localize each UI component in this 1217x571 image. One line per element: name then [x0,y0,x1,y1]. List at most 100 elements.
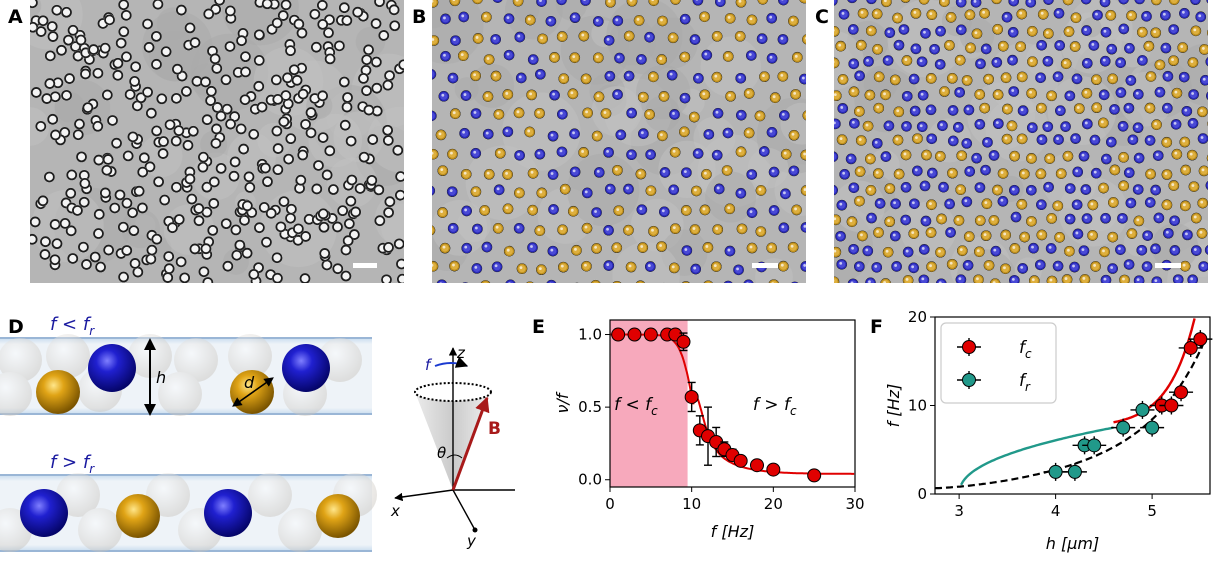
particle [71,204,83,216]
particle [1197,133,1208,145]
particle [305,127,317,139]
particle [669,108,681,120]
particle [1126,10,1138,22]
particle [175,256,187,268]
particle [1099,0,1111,8]
particle [944,198,956,210]
particle [1179,260,1191,272]
y-tick-label: 1.0 [578,326,602,344]
particle [471,262,483,274]
particle [592,15,604,27]
particle [207,224,219,236]
particle [503,13,515,25]
particle [222,260,234,272]
particle [163,250,175,262]
particle [725,90,737,102]
particle [1143,40,1155,52]
particle [1168,55,1180,67]
particle [432,148,439,160]
particle [121,197,133,209]
particle [436,279,448,283]
particle [513,187,525,199]
particle [925,104,937,116]
particle [777,70,789,82]
particle [253,29,265,41]
particle [889,230,901,242]
particle [1042,55,1054,67]
particle [909,105,921,117]
particle [604,70,616,82]
particle [757,0,769,5]
particle [322,27,334,39]
particle [209,53,221,65]
particle [1001,133,1013,145]
particle [285,45,297,57]
particle [30,0,38,9]
particle [483,53,495,65]
particle [936,213,948,225]
particle [513,107,525,119]
particle [865,184,877,196]
particle [874,197,886,209]
particle [99,187,111,199]
blue-particle [282,344,330,392]
particle [862,245,874,257]
particle [559,183,571,195]
particle [855,39,867,51]
x-axis-label: f [Hz] [711,522,755,541]
y-tick-label: 0 [917,485,927,503]
particle [603,146,615,158]
particle [321,169,333,181]
particle [973,246,985,258]
particle [120,51,132,63]
particle [136,202,148,214]
particle [670,0,681,5]
particle [310,41,322,53]
particle [722,50,734,62]
particle [1141,10,1153,22]
particle [777,260,789,272]
particle [1136,54,1148,66]
particle [1072,166,1084,178]
particle [777,33,789,45]
particle [648,0,660,7]
particle [678,126,690,138]
particle [534,107,546,119]
particle [567,88,579,100]
particle [962,259,974,271]
particle [259,162,271,174]
particle [997,40,1009,52]
particle [462,282,469,283]
particle [230,224,242,236]
particle [118,0,130,11]
particle [735,146,747,158]
y-axis-label: ν/f [553,391,572,413]
particle [955,0,967,8]
particle [882,54,894,66]
y-axis-label: f [Hz] [884,384,903,428]
particle [845,153,857,165]
particle [432,0,439,8]
particle [947,104,959,116]
particle [73,118,85,130]
particle [1199,74,1208,86]
particle [1052,200,1064,212]
particle [124,88,136,100]
particle [271,252,283,264]
particle [1118,274,1130,283]
particle [934,246,946,258]
particle [1052,71,1064,83]
particle [1064,213,1076,225]
particle [395,171,404,183]
particle [603,34,615,46]
particle [1018,168,1030,180]
particle [363,44,375,56]
particle [569,128,581,140]
particle [689,224,701,236]
particle [229,156,241,168]
particle [1144,102,1156,114]
particle [291,74,303,86]
particle [880,278,892,283]
particle [692,148,704,160]
particle [1154,59,1166,71]
